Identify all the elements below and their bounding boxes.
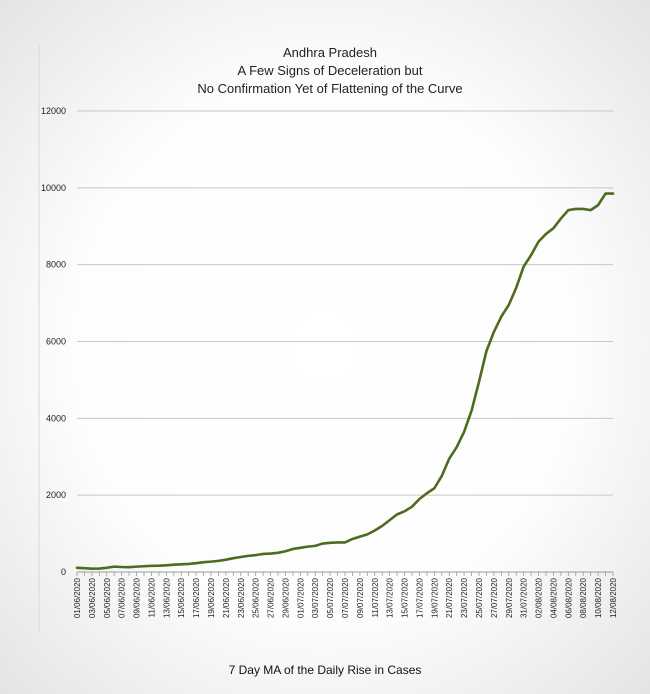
x-tick-label: 07/06/2020 [118, 577, 127, 618]
x-tick-label: 29/07/2020 [505, 577, 514, 618]
x-tick-label: 21/07/2020 [445, 577, 454, 618]
x-tick-label: 31/07/2020 [520, 577, 529, 618]
x-tick-label: 27/07/2020 [490, 577, 499, 618]
y-tick-label: 6000 [46, 337, 66, 347]
x-tick-label: 29/06/2020 [281, 577, 290, 618]
chart-title-line: Andhra Pradesh [283, 45, 377, 60]
x-tick-label: 09/06/2020 [133, 577, 142, 618]
y-tick-label: 4000 [46, 413, 66, 423]
x-tick-label: 03/06/2020 [88, 577, 97, 618]
x-tick-label: 06/08/2020 [564, 577, 573, 618]
y-tick-label: 8000 [46, 260, 66, 270]
x-tick-label: 01/06/2020 [73, 577, 82, 618]
x-tick-label: 05/07/2020 [326, 577, 335, 618]
x-axis-ticks: 01/06/2020 03/06/2020 05/06/2020 07/06/2020… [73, 572, 618, 618]
x-tick-label: 23/06/2020 [237, 577, 246, 618]
y-axis-ticks: 0 2000 4000 6000 8000 10000 12000 [41, 106, 66, 577]
gridlines [77, 110, 613, 573]
y-tick-label: 2000 [46, 490, 66, 500]
x-tick-label: 25/06/2020 [252, 577, 261, 618]
y-tick-label: 12000 [41, 106, 66, 116]
series-line-7day-ma [75, 192, 615, 571]
x-tick-label: 21/06/2020 [222, 577, 231, 618]
x-tick-label: 08/08/2020 [579, 577, 588, 618]
x-tick-label: 17/07/2020 [415, 577, 424, 618]
x-tick-label: 15/07/2020 [401, 577, 410, 618]
x-tick-label: 13/07/2020 [386, 577, 395, 618]
chart-title-line: No Confirmation Yet of Flattening of the… [197, 81, 462, 96]
x-tick-label: 27/06/2020 [267, 577, 276, 618]
y-tick-label: 10000 [41, 183, 66, 193]
x-tick-label: 04/08/2020 [549, 577, 558, 618]
x-tick-label: 03/07/2020 [311, 577, 320, 618]
x-tick-label: 23/07/2020 [460, 577, 469, 618]
x-tick-label: 07/07/2020 [341, 577, 350, 618]
chart-title-line: A Few Signs of Deceleration but [238, 63, 423, 78]
x-tick-label: 12/08/2020 [609, 577, 618, 618]
x-tick-label: 09/07/2020 [356, 577, 365, 618]
x-tick-label: 19/07/2020 [430, 577, 439, 618]
x-tick-label: 17/06/2020 [192, 577, 201, 618]
x-tick-label: 11/07/2020 [371, 577, 380, 617]
x-tick-label: 01/07/2020 [296, 577, 305, 618]
x-tick-label: 25/07/2020 [475, 577, 484, 618]
x-tick-label: 10/08/2020 [594, 577, 603, 618]
chart-title: Andhra Pradesh A Few Signs of Deceleratio… [197, 45, 462, 96]
x-tick-label: 02/08/2020 [535, 577, 544, 618]
x-tick-label: 15/06/2020 [177, 577, 186, 618]
y-tick-label: 0 [61, 567, 66, 577]
x-tick-label: 19/06/2020 [207, 577, 216, 618]
x-tick-label: 13/06/2020 [162, 577, 171, 618]
x-tick-label: 05/06/2020 [103, 577, 112, 618]
chart-caption: 7 Day MA of the Daily Rise in Cases [228, 663, 422, 677]
x-tick-label: 11/06/2020 [147, 577, 156, 617]
